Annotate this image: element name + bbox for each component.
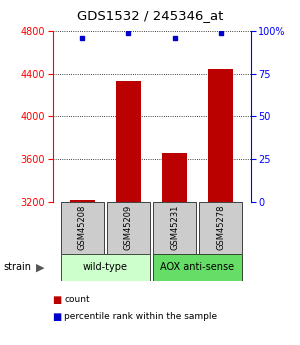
Bar: [199, 202, 242, 254]
Text: ■: ■: [52, 295, 62, 305]
Bar: [116, 81, 141, 202]
Text: GSM45209: GSM45209: [124, 205, 133, 250]
Text: GDS1532 / 245346_at: GDS1532 / 245346_at: [77, 9, 223, 22]
Bar: [153, 202, 196, 254]
Text: wild-type: wild-type: [83, 263, 128, 272]
Text: percentile rank within the sample: percentile rank within the sample: [64, 312, 218, 321]
Bar: [162, 153, 187, 202]
Text: ■: ■: [52, 312, 62, 322]
Bar: [107, 202, 150, 254]
Text: GSM45278: GSM45278: [216, 205, 225, 250]
Bar: [208, 69, 233, 202]
Text: strain: strain: [3, 263, 31, 272]
Bar: [70, 200, 95, 202]
Text: ▶: ▶: [36, 263, 45, 272]
Text: GSM45208: GSM45208: [78, 205, 87, 250]
Text: count: count: [64, 295, 90, 304]
Bar: [61, 202, 104, 254]
Text: AOX anti-sense: AOX anti-sense: [160, 263, 235, 272]
Text: GSM45231: GSM45231: [170, 205, 179, 250]
Bar: [61, 254, 150, 281]
Bar: [153, 254, 242, 281]
